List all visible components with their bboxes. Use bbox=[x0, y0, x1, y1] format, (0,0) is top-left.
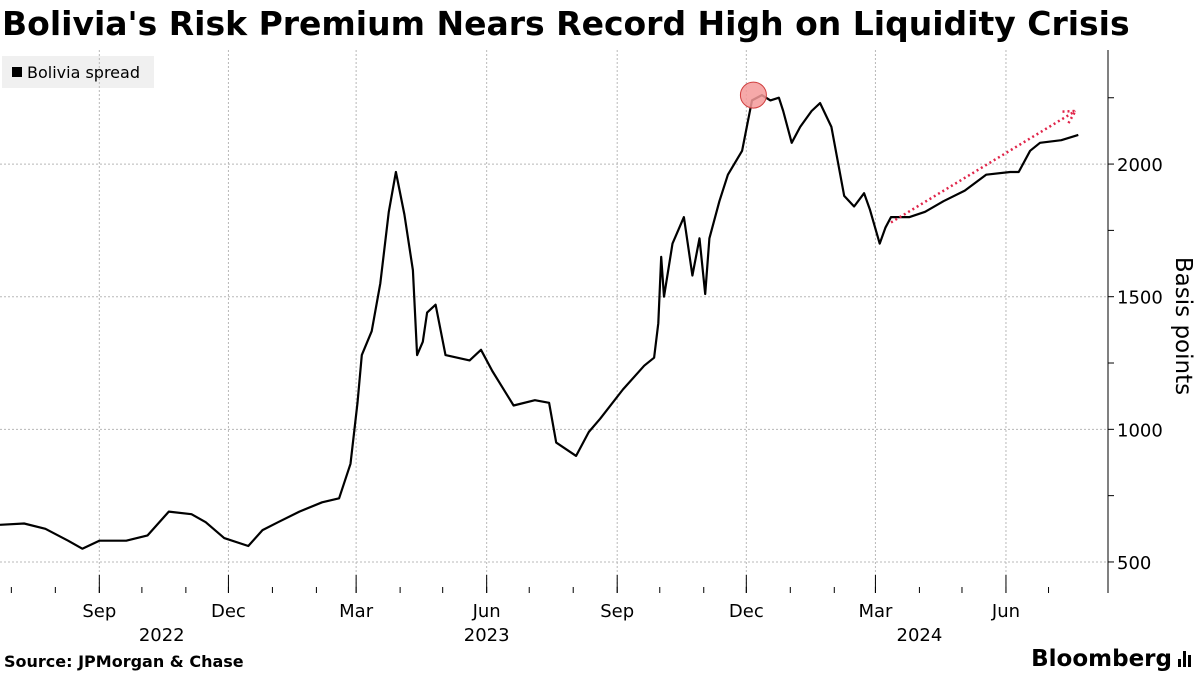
trend-arrow-line bbox=[890, 109, 1077, 224]
legend-swatch bbox=[12, 67, 22, 77]
x-tick-label: Dec bbox=[211, 601, 246, 622]
legend-label: Bolivia spread bbox=[27, 62, 140, 82]
x-year-label: 2023 bbox=[464, 625, 510, 646]
series-line-bolivia-spread bbox=[0, 94, 1079, 550]
chart-title: Bolivia's Risk Premium Nears Record High… bbox=[2, 4, 1130, 43]
brand-name: Bloomberg bbox=[1031, 646, 1172, 672]
y-tick-label: 1500 bbox=[1117, 288, 1163, 309]
record-high-marker bbox=[739, 81, 767, 109]
trend-arrow-head bbox=[1061, 109, 1078, 124]
y-tick-label: 500 bbox=[1117, 553, 1151, 574]
x-year-label: 2022 bbox=[139, 625, 185, 646]
y-axis-label: Basis points bbox=[1170, 257, 1196, 395]
x-axis: Sep Dec Mar Jun Sep Dec Mar Jun 2022 2023 2024 bbox=[10, 575, 1050, 646]
x-tick-label: Jun bbox=[472, 601, 501, 622]
x-tick-label: Dec bbox=[729, 601, 764, 622]
y-tick-label: 2000 bbox=[1117, 155, 1163, 176]
bloomberg-bars-icon bbox=[1178, 651, 1192, 667]
x-tick-label: Mar bbox=[858, 601, 893, 622]
x-tick-label: Jun bbox=[991, 601, 1020, 622]
x-tick-label: Sep bbox=[600, 601, 634, 622]
gridlines bbox=[0, 50, 1108, 593]
x-tick-label: Sep bbox=[82, 601, 116, 622]
brand-logo: Bloomberg bbox=[1031, 646, 1192, 672]
x-tick-label: Mar bbox=[339, 601, 374, 622]
y-tick-label: 1000 bbox=[1117, 420, 1163, 441]
x-year-label: 2024 bbox=[897, 625, 943, 646]
source-note: Source: JPMorgan & Chase bbox=[4, 652, 244, 671]
annotations bbox=[739, 81, 1078, 224]
legend: Bolivia spread bbox=[2, 56, 154, 88]
y-axis: 500 1000 1500 2000 bbox=[1107, 50, 1163, 593]
